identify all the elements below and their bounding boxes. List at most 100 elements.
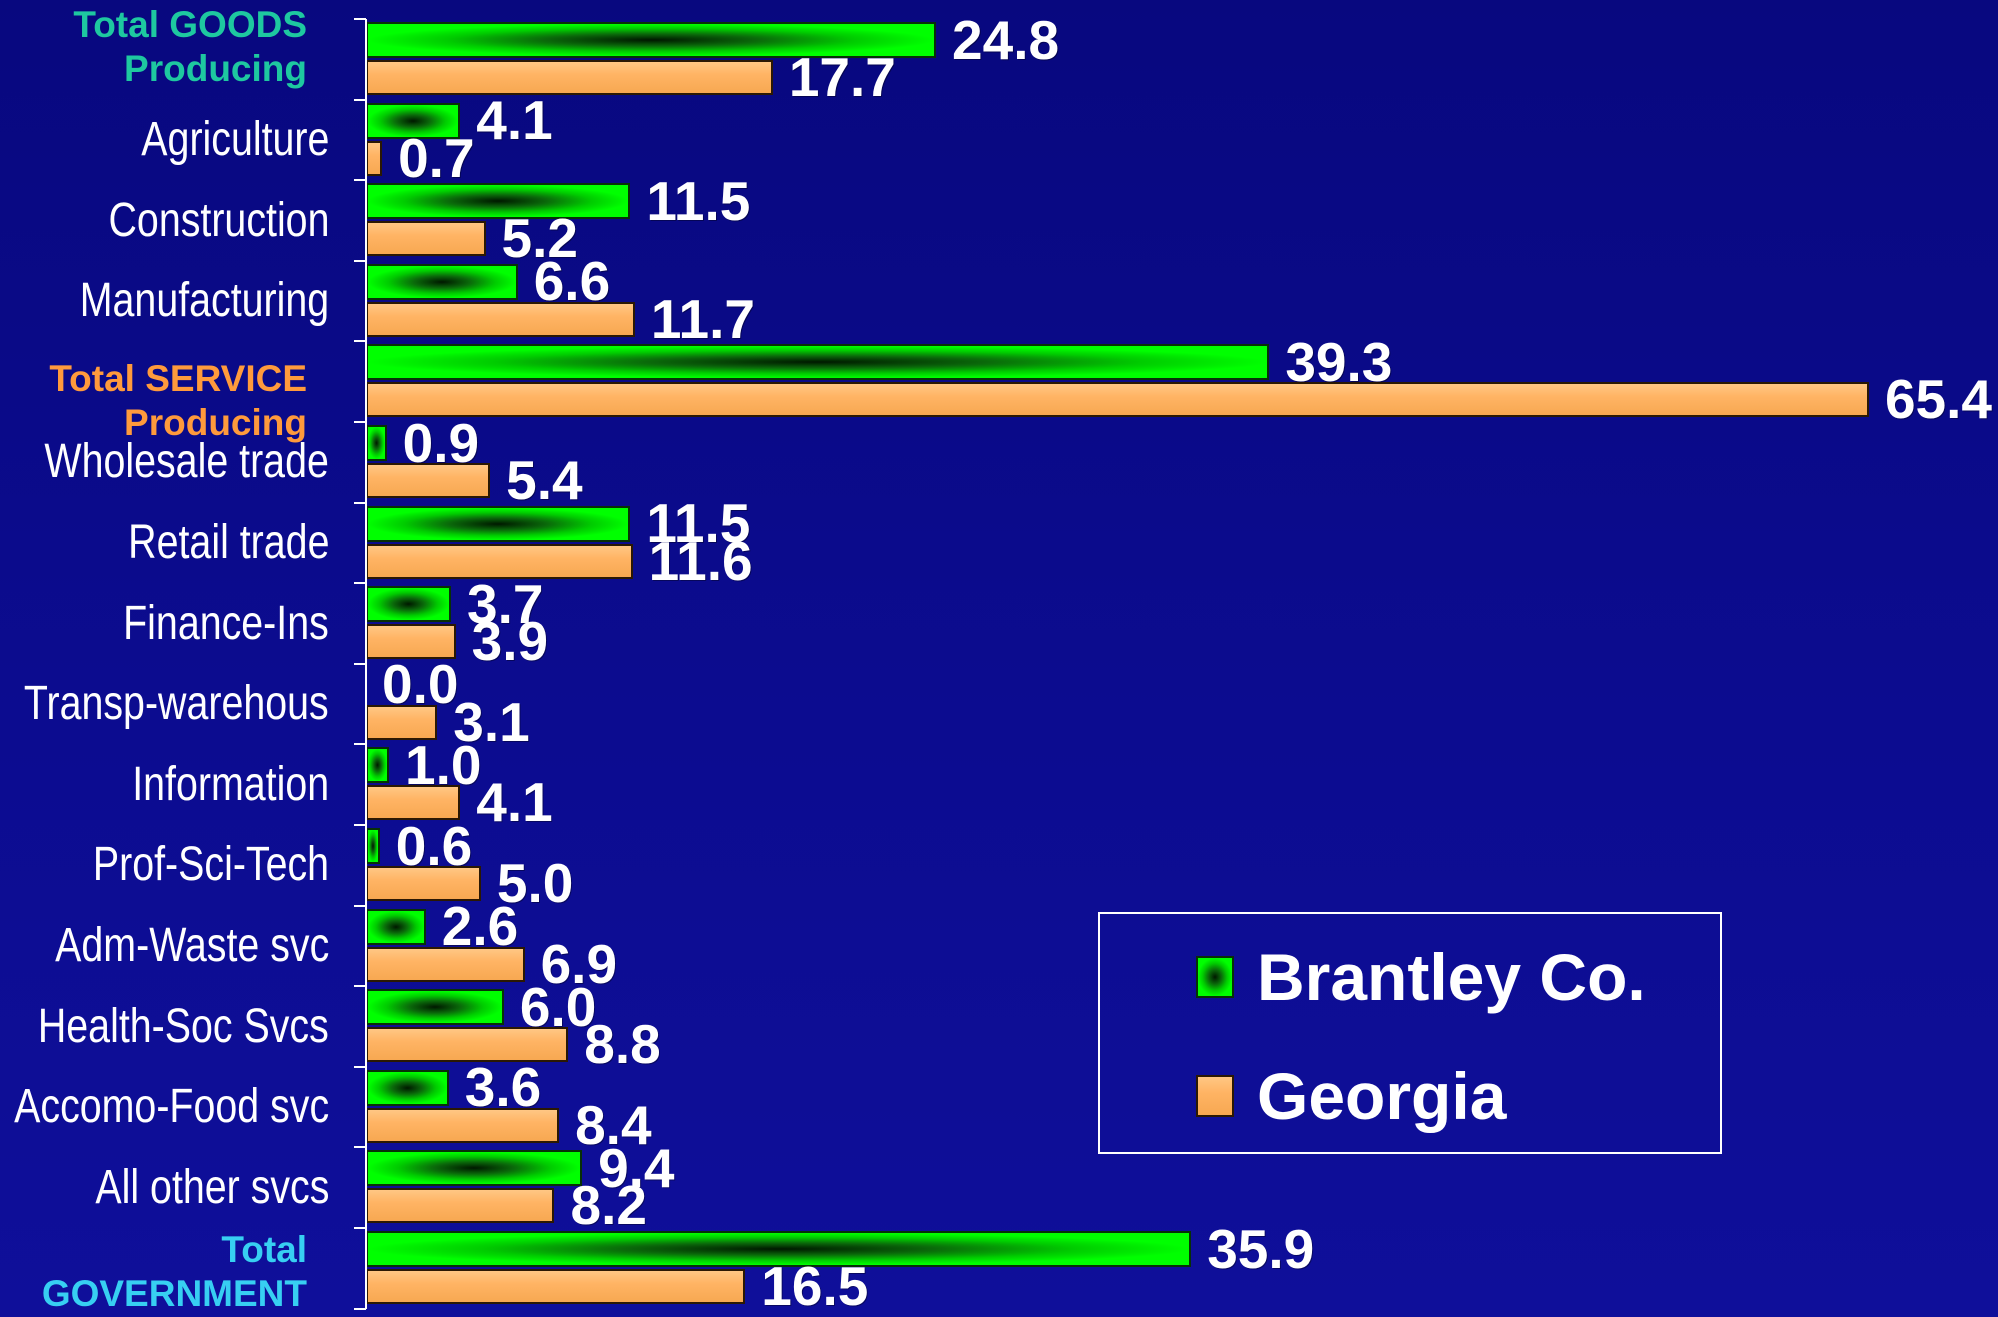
- legend-label-brantley: Brantley Co.: [1257, 940, 1646, 1014]
- bar-georgia: [366, 704, 438, 740]
- value-label-georgia: 0.7: [398, 126, 475, 189]
- y-axis-tick: [354, 421, 366, 423]
- category-label: Accomo-Food svc: [14, 1080, 329, 1134]
- value-label-brantley: 0.9: [402, 411, 480, 474]
- legend: Brantley Co. Georgia: [1098, 912, 1722, 1154]
- bar-georgia: [366, 866, 481, 901]
- value-label-brantley: 11.5: [646, 169, 751, 232]
- legend-swatch-georgia: [1196, 1075, 1234, 1117]
- bar-brantley: [366, 1231, 1192, 1267]
- value-label-georgia: 8.4: [575, 1093, 652, 1156]
- category-label: Total SERVICE Producing: [49, 357, 307, 443]
- y-axis-tick: [354, 582, 366, 585]
- bar-brantley: [366, 263, 518, 300]
- bar-georgia: [366, 221, 486, 257]
- value-label-georgia: 5.0: [496, 852, 574, 914]
- y-axis-tick: [354, 1065, 366, 1068]
- category-label: Information: [132, 757, 329, 811]
- bar-brantley: [366, 747, 389, 784]
- bar-georgia: [366, 382, 1870, 418]
- value-label-brantley: 39.3: [1285, 330, 1393, 393]
- y-axis-tick: [354, 1307, 366, 1310]
- category-label: Transp-warehous: [24, 677, 329, 731]
- value-label-brantley: 9.4: [598, 1136, 675, 1199]
- y-axis-tick: [354, 662, 366, 665]
- y-axis-tick: [354, 98, 366, 101]
- y-axis-tick: [354, 1227, 366, 1229]
- bar-brantley: [366, 586, 452, 623]
- value-label-georgia: 4.1: [476, 771, 553, 834]
- value-label-georgia: 3.9: [471, 610, 549, 673]
- y-axis-tick: [354, 501, 366, 504]
- value-label-georgia: 5.4: [506, 449, 583, 511]
- category-label: Total GOODS Producing: [73, 4, 307, 90]
- value-label-georgia: 16.5: [761, 1255, 869, 1317]
- category-label: Manufacturing: [79, 274, 329, 328]
- value-label-brantley: 35.9: [1207, 1217, 1315, 1280]
- legend-swatch-brantley: [1196, 956, 1234, 998]
- category-label: All other svcs: [94, 1160, 329, 1214]
- category-label: Adm-Waste svc: [54, 918, 329, 972]
- category-label: Retail trade: [127, 515, 329, 569]
- y-axis-tick: [354, 743, 366, 746]
- value-label-brantley: 3.6: [464, 1056, 542, 1119]
- value-label-brantley: 6.0: [519, 975, 597, 1038]
- bar-brantley: [366, 102, 461, 139]
- y-axis-tick: [354, 259, 366, 262]
- bar-brantley: [366, 344, 1270, 381]
- bar-brantley: [366, 1150, 583, 1187]
- category-label: Construction: [108, 193, 329, 247]
- value-label-georgia: 5.2: [501, 207, 578, 270]
- bar-georgia: [366, 1107, 560, 1143]
- value-label-georgia: 11.7: [650, 287, 755, 350]
- value-label-georgia: 3.1: [453, 690, 530, 753]
- category-label: Finance-Ins: [123, 596, 329, 650]
- value-label-brantley: 1.0: [404, 733, 482, 796]
- value-label-brantley: 11.5: [646, 492, 751, 555]
- bar-georgia: [366, 785, 461, 821]
- value-label-georgia: 8.2: [570, 1174, 647, 1237]
- bar-brantley: [366, 505, 631, 542]
- y-axis-tick: [354, 904, 366, 907]
- category-label: Wholesale trade: [44, 435, 329, 489]
- bar-brantley: [366, 22, 937, 58]
- value-label-brantley: 0.6: [395, 814, 473, 877]
- y-axis-tick: [354, 18, 366, 20]
- value-label-georgia: 11.6: [648, 529, 753, 592]
- y-axis-tick: [354, 985, 366, 988]
- value-label-georgia: 6.9: [540, 932, 618, 995]
- bar-georgia: [366, 301, 635, 337]
- bar-brantley: [366, 989, 504, 1026]
- category-label: Prof-Sci-Tech: [92, 838, 329, 892]
- bar-georgia: [366, 543, 633, 579]
- value-label-georgia: 65.4: [1884, 368, 1993, 431]
- bar-brantley: [366, 1069, 449, 1106]
- value-label-brantley: 2.6: [441, 895, 519, 958]
- bar-brantley: [366, 908, 426, 945]
- bar-georgia: [366, 1027, 569, 1063]
- bar-georgia: [366, 463, 491, 498]
- bar-georgia: [366, 140, 383, 176]
- value-label-georgia: 8.8: [584, 1013, 661, 1076]
- bar-georgia: [366, 1269, 746, 1304]
- value-label-brantley: 24.8: [952, 8, 1060, 71]
- bar-georgia: [366, 60, 773, 95]
- bar-georgia: [366, 946, 525, 982]
- y-axis-tick: [354, 1146, 366, 1149]
- value-label-brantley: 3.7: [467, 572, 544, 635]
- value-label-brantley: 4.1: [476, 89, 553, 152]
- value-label-georgia: 17.7: [788, 46, 896, 108]
- value-label-brantley: 6.6: [533, 250, 611, 313]
- y-axis-tick: [354, 179, 366, 182]
- category-label: Health-Soc Svcs: [38, 999, 329, 1053]
- bar-georgia: [366, 624, 456, 660]
- y-axis-tick: [354, 340, 366, 343]
- value-label-brantley: 0.0: [382, 653, 459, 716]
- legend-label-georgia: Georgia: [1257, 1059, 1507, 1133]
- bar-brantley: [366, 183, 631, 220]
- y-axis-tick: [354, 824, 366, 826]
- bar-brantley: [366, 828, 380, 864]
- bar-brantley: [366, 425, 387, 461]
